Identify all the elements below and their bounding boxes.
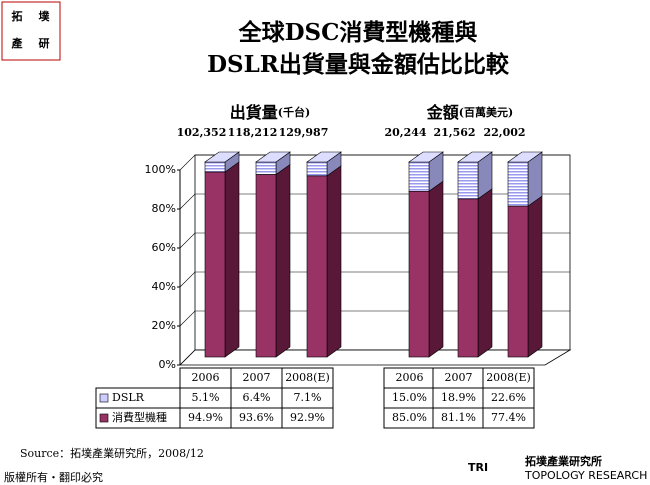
x-tick-label: 2006 bbox=[192, 371, 220, 384]
bar-side bbox=[275, 163, 291, 358]
title-line: DSLR出貨量與金額估比比較 bbox=[207, 51, 510, 78]
bar-segment bbox=[255, 163, 291, 358]
bar bbox=[204, 161, 226, 173]
bar-segment bbox=[306, 165, 342, 358]
x-tick-label: 2007 bbox=[445, 371, 473, 384]
bar-side bbox=[326, 165, 342, 358]
bar-side bbox=[477, 188, 493, 358]
total-label: 118,212 bbox=[228, 126, 278, 139]
bar bbox=[408, 161, 430, 192]
y-tick-label: 40% bbox=[152, 280, 176, 293]
bar bbox=[507, 205, 529, 358]
bar-top bbox=[507, 151, 543, 163]
bar-segment bbox=[408, 151, 444, 192]
x-tick-label: 2006 bbox=[396, 371, 424, 384]
group-label: 出貨量(千台) bbox=[230, 103, 310, 122]
bar bbox=[306, 175, 328, 358]
table-value: 6.4% bbox=[243, 391, 271, 404]
bar bbox=[204, 171, 226, 358]
table-value: 7.1% bbox=[294, 391, 322, 404]
total-label: 129,987 bbox=[279, 126, 329, 139]
grid-line bbox=[179, 193, 570, 210]
bar bbox=[507, 161, 529, 207]
table-block bbox=[179, 367, 334, 429]
bar-top bbox=[457, 151, 493, 163]
group-name: 金額 bbox=[426, 103, 459, 122]
x-tick-label: 2008(E) bbox=[285, 371, 330, 384]
bar-top bbox=[306, 151, 342, 163]
brand-en: TOPOLOGY RESEARCH INSTITUTE bbox=[524, 469, 650, 482]
total-label: 20,244 bbox=[384, 126, 426, 139]
logo-char: 產 bbox=[11, 36, 23, 50]
grid-line bbox=[179, 349, 570, 366]
x-tick-label: 2008(E) bbox=[486, 371, 531, 384]
table-value: 15.0% bbox=[392, 391, 427, 404]
bar-segment bbox=[507, 151, 543, 207]
bar bbox=[457, 161, 479, 200]
y-tick-label: 0% bbox=[159, 358, 176, 371]
group-unit: (百萬美元) bbox=[459, 105, 513, 119]
total-label: 102,352 bbox=[177, 126, 227, 139]
bar-segment bbox=[457, 151, 493, 200]
table-value: 18.9% bbox=[441, 391, 476, 404]
x-tick-label: 2007 bbox=[243, 371, 271, 384]
group-name: 出貨量 bbox=[230, 103, 278, 122]
legend-label: DSLR bbox=[112, 391, 145, 404]
table-value: 77.4% bbox=[491, 411, 526, 424]
table-value: 5.1% bbox=[192, 391, 220, 404]
y-tick-label: 20% bbox=[152, 319, 176, 332]
total-label: 21,562 bbox=[433, 126, 475, 139]
group-unit: (千台) bbox=[278, 105, 310, 119]
table-block bbox=[383, 367, 535, 429]
bar-segment bbox=[204, 161, 240, 358]
copyright: 版權所有‧翻印必究 bbox=[4, 470, 103, 484]
legend-swatch bbox=[99, 413, 109, 423]
source: Source：拓墣產業研究所，2008/12 bbox=[20, 446, 204, 460]
bar bbox=[255, 174, 277, 358]
bar-top bbox=[408, 151, 444, 163]
bar bbox=[408, 190, 430, 358]
bar-segment bbox=[255, 151, 291, 176]
bar-side bbox=[428, 180, 444, 358]
grid-line bbox=[179, 154, 570, 171]
bar-segment bbox=[408, 180, 444, 358]
logo-char: 研 bbox=[39, 37, 50, 50]
bar-top bbox=[255, 151, 291, 163]
table-value: 22.6% bbox=[491, 391, 526, 404]
total-label: 22,002 bbox=[483, 126, 525, 139]
bar-top bbox=[204, 151, 240, 163]
bar bbox=[255, 161, 277, 175]
legend-label: 消費型機種 bbox=[112, 410, 167, 424]
bar-segment bbox=[507, 195, 543, 358]
table-value: 92.9% bbox=[290, 411, 325, 424]
grid-line bbox=[179, 271, 570, 288]
bar-segment bbox=[204, 151, 240, 173]
logo-char: 拓 bbox=[12, 9, 23, 23]
title-line: 全球DSC消費型機種與 bbox=[238, 19, 478, 46]
grid-line bbox=[179, 310, 570, 327]
bar bbox=[457, 198, 479, 358]
brand-short: TRI bbox=[468, 461, 488, 474]
bar-side bbox=[527, 195, 543, 358]
y-tick-label: 80% bbox=[152, 202, 176, 215]
y-tick-label: 100% bbox=[145, 163, 176, 176]
table-value: 85.0% bbox=[392, 411, 427, 424]
bar bbox=[306, 161, 328, 177]
y-tick-label: 60% bbox=[152, 241, 176, 254]
legend-swatch bbox=[99, 393, 109, 403]
group-label: 金額(百萬美元) bbox=[426, 103, 513, 122]
brand-name: 拓墣產業研究所 bbox=[525, 454, 602, 468]
logo-box bbox=[1, 1, 61, 61]
logo-char: 墣 bbox=[39, 9, 50, 23]
grid-line bbox=[179, 232, 570, 249]
table-value: 94.9% bbox=[188, 411, 223, 424]
table-value: 81.1% bbox=[441, 411, 476, 424]
table-value: 93.6% bbox=[239, 411, 274, 424]
bar-side bbox=[224, 161, 240, 358]
bar-segment bbox=[306, 151, 342, 177]
bar-segment bbox=[457, 188, 493, 358]
